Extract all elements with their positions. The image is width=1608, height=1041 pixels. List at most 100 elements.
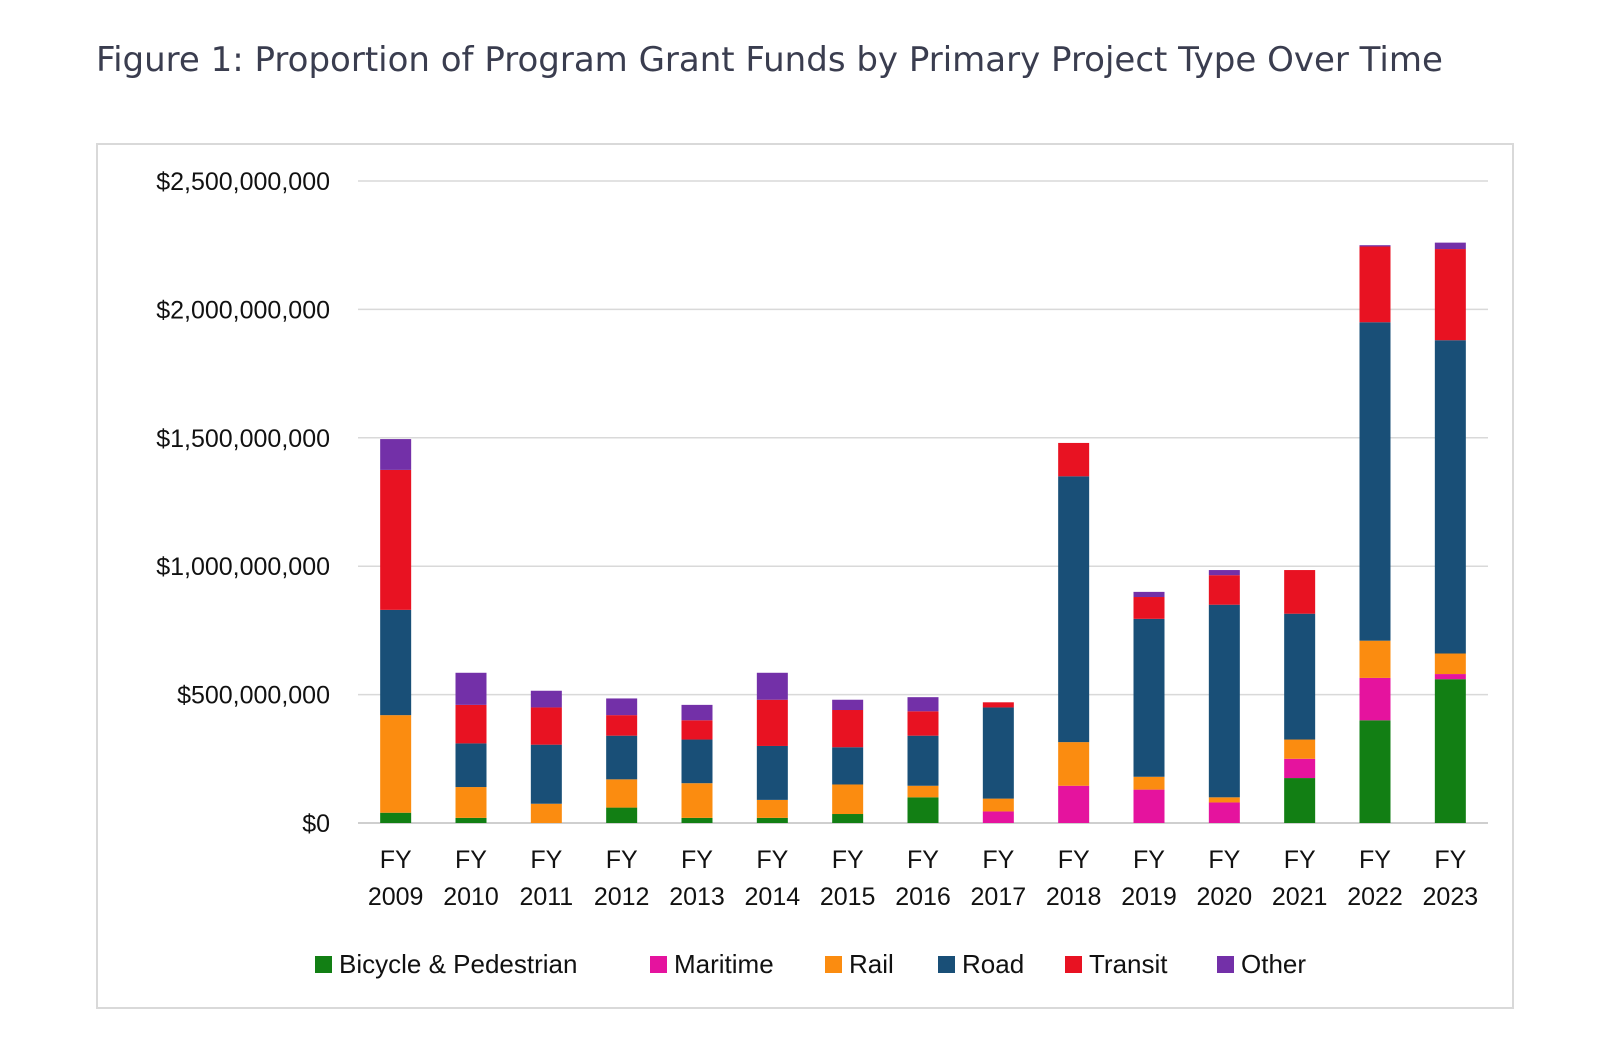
x-tick-label: 2017: [971, 883, 1027, 911]
bar-stack: [606, 698, 638, 823]
bar-segment: [380, 609, 412, 716]
bar-segment: [681, 704, 713, 721]
x-tick-label: FY: [606, 846, 638, 874]
chart-frame: [96, 143, 1514, 1009]
bar-segment: [907, 697, 939, 712]
bar-segment: [606, 807, 638, 823]
x-tick-label: 2013: [669, 883, 725, 911]
bar-segment: [380, 469, 412, 610]
bar-segment: [380, 812, 412, 823]
bar-segment: [606, 779, 638, 808]
bar-segment: [1359, 322, 1391, 641]
y-axis-labels: $0 $500,000,000 $1,000,000,000 $1,500,000,0…: [156, 168, 330, 838]
bar-segment: [756, 799, 788, 818]
legend-item: Other: [1217, 949, 1306, 979]
bar-stack: [756, 672, 788, 823]
legend-swatch: [1217, 956, 1234, 973]
bar-segment: [530, 690, 562, 708]
x-tick-label: 2020: [1197, 883, 1253, 911]
legend-label: Other: [1241, 949, 1306, 979]
legend-swatch: [938, 956, 955, 973]
bar-segment: [606, 735, 638, 780]
bar-segment: [1434, 340, 1466, 654]
bar-segment: [1133, 597, 1165, 619]
bar-segment: [1133, 591, 1165, 598]
bar-segment: [832, 699, 864, 711]
x-tick-label: FY: [681, 846, 713, 874]
legend-item: Transit: [1065, 949, 1168, 979]
y-tick-label: $2,000,000,000: [156, 296, 330, 324]
y-tick-label: $1,000,000,000: [156, 553, 330, 581]
x-tick-label: FY: [455, 846, 487, 874]
bar-segment: [681, 720, 713, 740]
bar-stacks: [380, 242, 1466, 823]
bar-segment: [1359, 677, 1391, 721]
bar-stack: [907, 697, 939, 823]
legend-label: Maritime: [674, 949, 774, 979]
bar-segment: [1434, 653, 1466, 675]
bar-segment: [1133, 618, 1165, 777]
bar-segment: [907, 797, 939, 823]
bar-segment: [681, 739, 713, 784]
figure-title: Figure 1: Proportion of Program Grant Fu…: [96, 40, 1443, 80]
bar-segment: [1133, 776, 1165, 790]
legend-label: Rail: [849, 949, 894, 979]
x-tick-label: FY: [1359, 846, 1391, 874]
bar-segment: [982, 811, 1014, 823]
x-tick-label: 2023: [1423, 883, 1479, 911]
x-tick-label: 2015: [820, 883, 876, 911]
bar-segment: [606, 715, 638, 736]
x-tick-label: FY: [1284, 846, 1316, 874]
bar-stack: [455, 672, 487, 823]
bar-segment: [530, 707, 562, 745]
bar-stack: [982, 702, 1014, 823]
bar-segment: [907, 785, 939, 798]
x-tick-label: 2014: [745, 883, 801, 911]
x-tick-label: 2021: [1272, 883, 1328, 911]
legend-item: Bicycle & Pedestrian: [315, 949, 577, 979]
bar-segment: [1058, 476, 1090, 743]
bar-segment: [832, 710, 864, 748]
x-tick-label: FY: [1058, 846, 1090, 874]
x-axis-labels: FY 2009 FY 2010 FY 2011 FY 2012 FY 2013 FY 2014 FY 20…: [368, 846, 1478, 911]
x-tick-label: FY: [907, 846, 939, 874]
bar-segment: [1208, 802, 1240, 823]
bar-segment: [1434, 674, 1466, 680]
bar-segment: [1133, 789, 1165, 823]
legend-swatch: [825, 956, 842, 973]
y-tick-label: $2,500,000,000: [156, 168, 330, 196]
bar-stack: [1284, 570, 1316, 823]
x-tick-label: 2009: [368, 883, 424, 911]
bar-segment: [681, 783, 713, 818]
bar-segment: [1434, 242, 1466, 250]
x-tick-label: FY: [1133, 846, 1165, 874]
x-tick-label: FY: [530, 846, 562, 874]
y-tick-label: $0: [302, 810, 330, 838]
x-tick-label: 2010: [443, 883, 499, 911]
x-tick-label: 2018: [1046, 883, 1102, 911]
x-tick-label: FY: [832, 846, 864, 874]
bar-stack: [530, 690, 562, 823]
bar-segment: [1058, 442, 1090, 477]
bar-segment: [832, 814, 864, 823]
legend: Bicycle & Pedestrian Maritime Rail Road Tran…: [315, 949, 1306, 979]
x-tick-label: 2016: [895, 883, 951, 911]
bar-segment: [1208, 797, 1240, 803]
bar-segment: [756, 672, 788, 700]
legend-label: Road: [962, 949, 1024, 979]
bar-segment: [681, 817, 713, 823]
bar-stack: [1058, 442, 1090, 823]
x-tick-label: FY: [1434, 846, 1466, 874]
legend-item: Maritime: [650, 949, 774, 979]
bar-segment: [756, 699, 788, 746]
bar-segment: [1359, 640, 1391, 678]
bar-stack: [1359, 245, 1391, 823]
x-tick-label: 2019: [1121, 883, 1177, 911]
bar-segment: [1058, 742, 1090, 786]
bar-segment: [1208, 604, 1240, 798]
bar-segment: [907, 735, 939, 786]
bar-segment: [1434, 679, 1466, 823]
bar-segment: [1284, 570, 1316, 614]
bar-segment: [1359, 720, 1391, 823]
bar-segment: [982, 798, 1014, 812]
